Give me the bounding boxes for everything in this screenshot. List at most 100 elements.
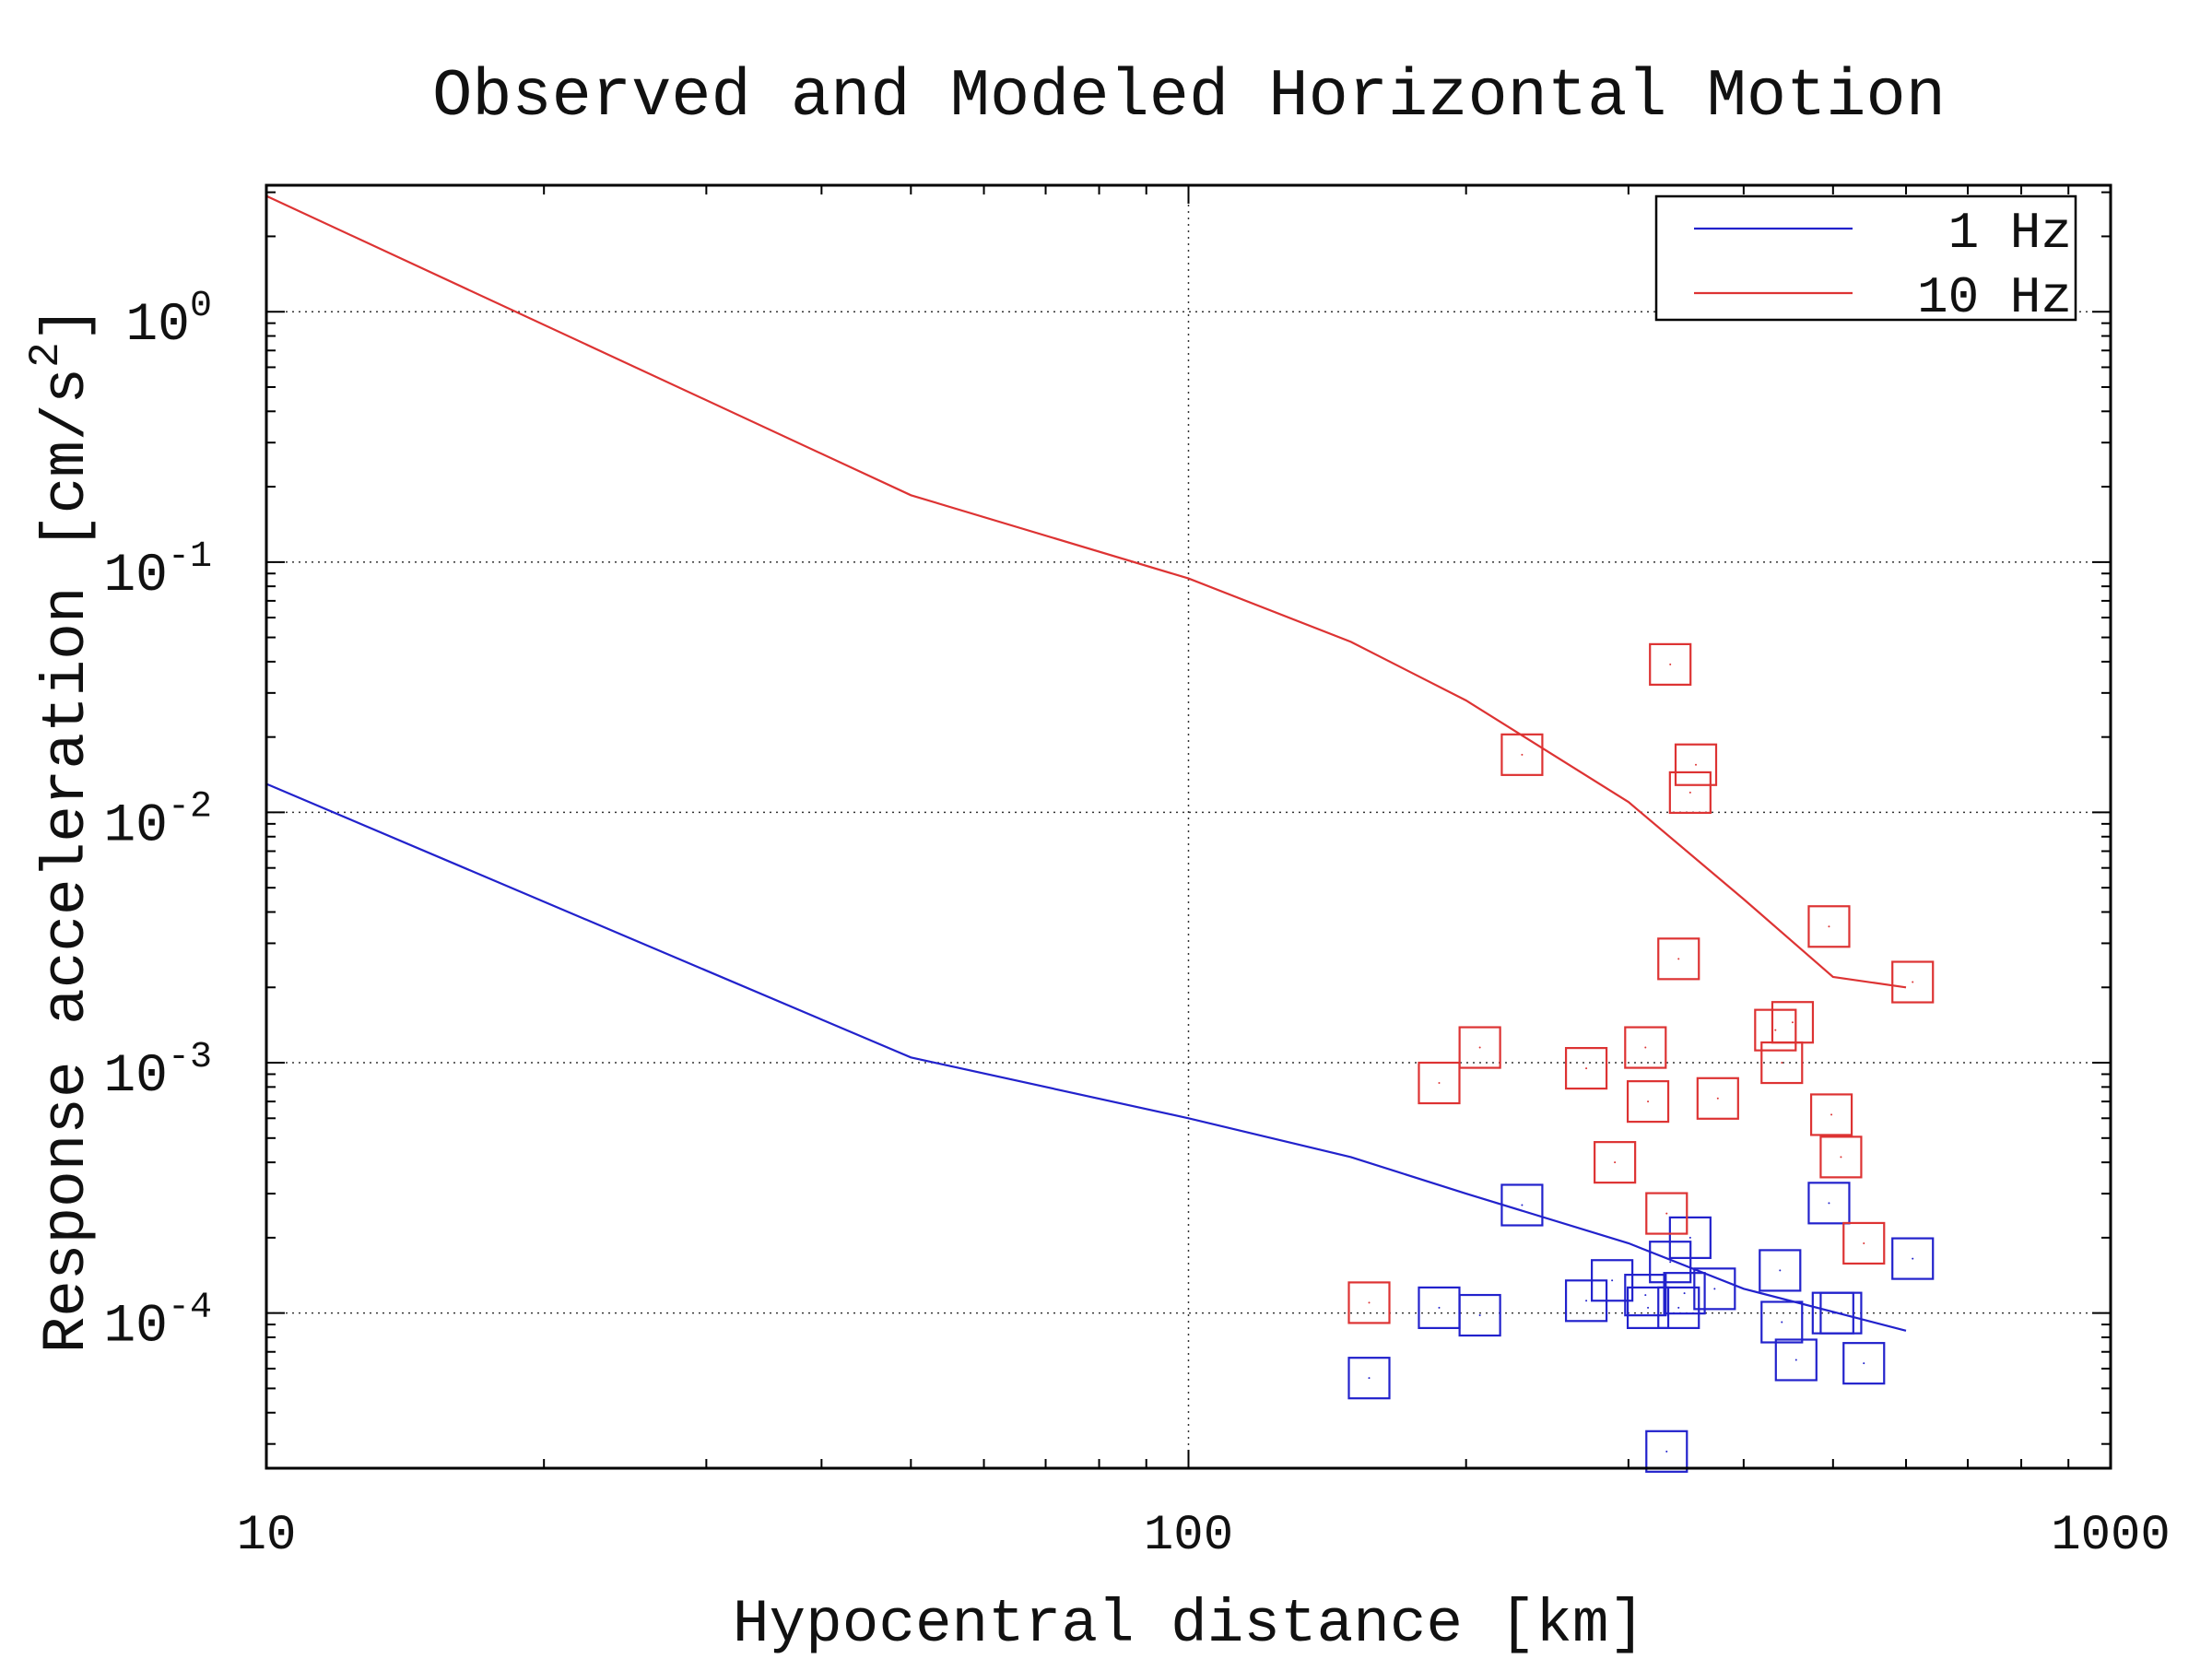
y-tick-label-exponent: -2: [168, 786, 212, 828]
scatter-point-10-hz: [1807, 905, 1851, 948]
scatter-point-center: [1840, 1156, 1842, 1159]
scatter-point-10-hz: [1754, 1008, 1797, 1052]
scatter-point-1-hz: [1807, 1182, 1851, 1225]
scatter-point-10-hz: [1594, 1141, 1637, 1184]
x-tick-label: 10: [237, 1508, 297, 1564]
y-axis-label-superscript: 2: [22, 342, 70, 368]
scatter-point-1-hz: [1891, 1237, 1935, 1280]
scatter-point-center: [1791, 1021, 1794, 1024]
y-tick-label: 10-3: [103, 1037, 212, 1107]
scatter-point-10-hz: [1696, 1077, 1739, 1120]
scatter-point-center: [1828, 1202, 1830, 1205]
scatter-point-center: [1644, 1294, 1647, 1297]
scatter-point-1-hz: [1759, 1249, 1802, 1292]
y-axis-label-end: ]: [32, 306, 101, 343]
x-axis-label: Hypocentral distance [km]: [733, 1590, 1645, 1659]
scatter-point-1-hz: [1591, 1259, 1634, 1302]
y-tick-label: 100: [125, 286, 212, 356]
y-tick-label-exponent: -4: [168, 1288, 212, 1329]
scatter-point-center: [1644, 1046, 1647, 1049]
scatter-point-center: [1794, 1359, 1797, 1361]
axis-ticks: [265, 185, 2111, 1468]
y-tick-label-base: 10: [103, 1047, 168, 1107]
scatter-point-center: [1774, 1029, 1777, 1031]
scatter-point-1-hz: [1458, 1293, 1501, 1337]
scatter-point-center: [1585, 1300, 1588, 1302]
scatter-point-10-hz: [1842, 1221, 1886, 1265]
scatter-point-10-hz: [1624, 1026, 1667, 1069]
scatter-point-10-hz: [1500, 733, 1544, 776]
line-series-1-hz: [265, 782, 1907, 1332]
scatter-point-10-hz: [1626, 1080, 1670, 1124]
scatter-point-1-hz: [1626, 1286, 1670, 1330]
scatter-point-center: [1677, 1306, 1680, 1309]
scatter-point-center: [1828, 925, 1830, 928]
scatter-point-10-hz: [1891, 960, 1935, 1004]
legend-label: 10 Hz: [1917, 268, 2072, 327]
scatter-point-center: [1521, 753, 1524, 756]
scatter-point-center: [1478, 1314, 1481, 1317]
scatter-point-center: [1478, 1046, 1481, 1049]
scatter-point-10-hz: [1657, 937, 1700, 981]
scatter-point-10-hz: [1649, 642, 1692, 686]
scatter-point-1-hz: [1645, 1430, 1688, 1473]
scatter-point-center: [1669, 663, 1672, 665]
scatter-point-center: [1677, 958, 1680, 960]
scatter-point-center: [1840, 1312, 1842, 1314]
series-lines: [265, 194, 1907, 1332]
y-tick-label-base: 10: [103, 547, 168, 606]
scatter-point-center: [1665, 1212, 1668, 1215]
y-tick-label-base: 10: [125, 296, 190, 356]
scatter-point-10-hz: [1771, 1001, 1815, 1044]
scatter-point-center: [1647, 1306, 1650, 1309]
line-series-10-hz: [265, 194, 1907, 989]
scatter-point-1-hz: [1819, 1291, 1863, 1335]
y-tick-label: 10-2: [103, 786, 212, 856]
scatter-point-center: [1614, 1161, 1617, 1164]
scatter-point-1-hz: [1500, 1183, 1544, 1227]
scatter-point-10-hz: [1347, 1281, 1391, 1324]
scatter-point-1-hz: [1624, 1274, 1667, 1317]
scatter-point-center: [1830, 1113, 1833, 1116]
scatter-point-center: [1912, 1257, 1914, 1260]
scatter-point-center: [1438, 1306, 1441, 1309]
scatter-point-center: [1716, 1097, 1719, 1100]
scatter-point-center: [1669, 1261, 1672, 1264]
y-tick-label-base: 10: [103, 796, 168, 856]
y-tick-label-exponent: -3: [168, 1037, 212, 1078]
scatter-point-10-hz: [1564, 1046, 1608, 1090]
legend-box: [1654, 194, 2077, 322]
scatter-point-center: [1912, 981, 1914, 983]
y-tick-label-exponent: 0: [190, 286, 212, 327]
scatter-point-center: [1863, 1241, 1865, 1244]
x-tick-label: 100: [1144, 1508, 1233, 1564]
scatter-point-center: [1611, 1279, 1614, 1282]
scatter-point-1-hz: [1668, 1216, 1712, 1259]
scatter-point-center: [1713, 1288, 1716, 1290]
scatter-point-center: [1683, 1292, 1686, 1295]
y-tick-label-base: 10: [103, 1298, 168, 1358]
scatter-point-center: [1438, 1082, 1441, 1085]
scatter-point-10-hz: [1819, 1135, 1863, 1179]
scatter-point-center: [1688, 1236, 1691, 1239]
scatter-point-center: [1521, 1204, 1524, 1206]
scatter-point-center: [1781, 1321, 1783, 1324]
x-tick-label: 1000: [2051, 1508, 2171, 1564]
scatter-point-1-hz: [1693, 1267, 1736, 1311]
scatter-points: [1347, 642, 1935, 1473]
scatter-point-10-hz: [1645, 1192, 1688, 1235]
chart-title: Observed and Modeled Horizontal Motion: [432, 59, 1946, 135]
scatter-point-center: [1665, 1450, 1668, 1453]
y-tick-label-exponent: -1: [168, 536, 212, 578]
scatter-point-1-hz: [1663, 1272, 1706, 1315]
grid: [266, 185, 2111, 1468]
scatter-point-center: [1647, 1100, 1650, 1103]
y-tick-label: 10-4: [103, 1288, 212, 1358]
scatter-point-10-hz: [1668, 771, 1712, 815]
legend-label: 1 Hz: [1948, 204, 2072, 263]
scatter-point-1-hz: [1760, 1300, 1804, 1344]
scatter-point-1-hz: [1347, 1357, 1391, 1400]
